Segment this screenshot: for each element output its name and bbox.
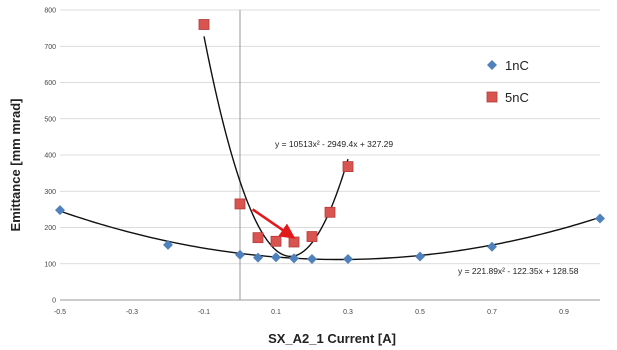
x-tick-label: -0.1 <box>198 309 210 316</box>
legend-marker-1nc <box>487 60 497 70</box>
data-point-1nc <box>235 249 245 260</box>
legend: 1nC 5nC <box>486 58 529 105</box>
data-point-5nc <box>342 161 354 173</box>
x-tick-label: 0.3 <box>343 309 353 316</box>
trendline-5nc <box>203 36 349 258</box>
data-points <box>55 19 605 265</box>
data-point-1nc <box>595 213 605 224</box>
data-point-5nc <box>252 232 264 244</box>
x-tick-label: -0.3 <box>126 309 138 316</box>
data-point-1nc <box>253 252 263 263</box>
y-tick-label: 800 <box>44 8 56 15</box>
data-point-5nc <box>288 236 300 248</box>
x-tick-label: 0.9 <box>559 309 569 316</box>
trendline-equation-5nc: y = 10513x² - 2949.4x + 327.29 <box>275 139 393 149</box>
y-tick-label: 300 <box>44 189 56 196</box>
trendlines <box>59 36 601 261</box>
data-point-1nc <box>487 241 497 252</box>
data-point-5nc <box>198 19 210 30</box>
y-tick-label: 600 <box>44 80 56 87</box>
y-tick-label: 400 <box>44 153 56 160</box>
x-tick-label: 0.5 <box>415 309 425 316</box>
data-point-1nc <box>55 205 65 216</box>
data-point-5nc <box>324 206 336 218</box>
data-point-5nc <box>234 198 246 210</box>
y-tick-label: 500 <box>44 116 56 123</box>
legend-label-1nc: 1nC <box>505 58 529 73</box>
data-point-1nc <box>307 254 317 265</box>
annotations <box>251 208 296 239</box>
y-axis-title: Emittance [mm mrad] <box>8 99 23 232</box>
x-tick-label: -0.5 <box>54 309 66 316</box>
y-tick-label: 100 <box>44 261 56 268</box>
data-point-5nc <box>306 231 318 242</box>
data-point-5nc <box>270 235 282 247</box>
data-point-1nc <box>415 251 425 262</box>
y-tick-label: 700 <box>44 44 56 51</box>
trendline-equation-1nc: y = 221.89x² - 122.35x + 128.58 <box>458 266 579 276</box>
trendline-1nc <box>59 210 601 261</box>
data-point-1nc <box>289 253 299 264</box>
data-point-1nc <box>343 254 353 265</box>
y-tick-label: 0 <box>52 298 56 305</box>
data-point-1nc <box>271 252 281 263</box>
y-tick-label: 200 <box>44 225 56 232</box>
x-axis-ticks: -0.5 -0.3 -0.1 0.1 0.3 0.5 0.7 0.9 <box>54 309 569 316</box>
legend-marker-5nc <box>486 91 498 103</box>
x-tick-label: 0.1 <box>271 309 281 316</box>
data-point-1nc <box>163 239 173 250</box>
legend-label-5nc: 5nC <box>505 90 529 105</box>
x-tick-label: 0.7 <box>487 309 497 316</box>
annotation-arrow <box>251 208 296 239</box>
x-axis-title: SX_A2_1 Current [A] <box>268 331 396 346</box>
y-axis-ticks: 0 100 200 300 400 500 600 700 800 <box>44 8 56 305</box>
gridlines <box>60 9 600 265</box>
